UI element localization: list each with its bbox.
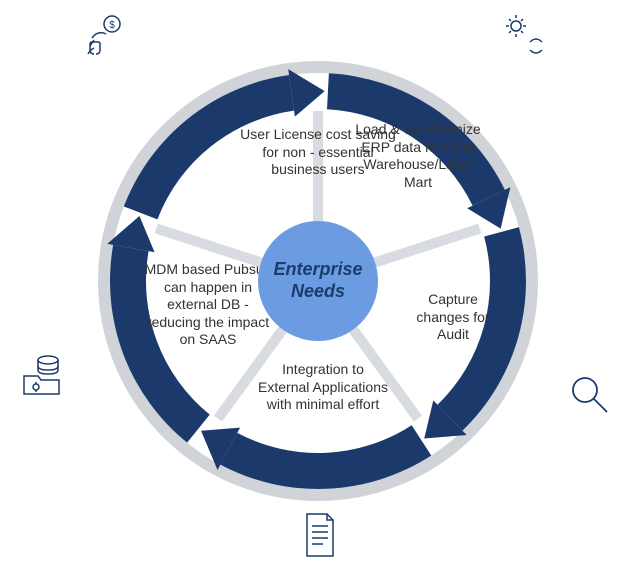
center-label: Enterprise Needs [258, 259, 378, 302]
svg-text:$: $ [109, 20, 115, 31]
segment-load-sync: Load & Synchronize ERP data for Data War… [348, 121, 488, 191]
lightbulb-dollar-icon: $ [80, 10, 130, 60]
magnifier-icon [565, 370, 615, 420]
segment-integration: Integration to External Applications wit… [258, 361, 388, 414]
segment-mdm-pubsub: MDM based Pubsub can happen in external … [143, 261, 273, 349]
database-folder-icon [18, 350, 68, 400]
segment-capture-audit: Capture changes for Audit [403, 291, 503, 344]
enterprise-needs-diagram: Enterprise Needs User License cost savin… [98, 61, 538, 501]
gears-icon [500, 12, 550, 62]
document-icon [295, 510, 345, 560]
center-circle: Enterprise Needs [258, 221, 378, 341]
